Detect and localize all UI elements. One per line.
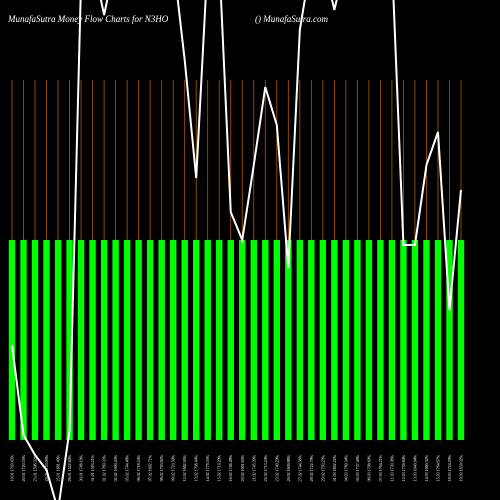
x-tick-label: 21.02 1745.39% <box>251 454 256 481</box>
bar <box>66 240 73 440</box>
bar <box>193 240 200 440</box>
x-tick-label: 14.02 1779.33% <box>205 454 210 481</box>
bar <box>308 240 315 440</box>
bar <box>54 240 62 440</box>
x-tick-label: 29.02 1793.23% <box>320 454 325 481</box>
x-tick-label: 07.02 1692.71% <box>148 454 153 481</box>
bar <box>20 240 27 440</box>
bar <box>8 240 16 440</box>
bar <box>354 240 361 440</box>
x-tick-label: 28.02 1722.79% <box>309 454 314 481</box>
x-tick-label: 16.02 1746.48% <box>228 454 233 481</box>
x-tick-label: 08.02 1793.82% <box>159 454 164 481</box>
x-tick-label: 01.03 1802.22% <box>332 454 337 481</box>
x-tick-label: 20.01 1720.35% <box>21 454 26 481</box>
chart-subtitle: () MunafaSutra.com <box>255 14 328 24</box>
bar <box>43 240 50 440</box>
bar <box>112 240 119 440</box>
x-tick-label: 24.01 1753.00% <box>44 454 49 481</box>
bar <box>377 240 384 440</box>
bar <box>262 240 269 440</box>
bar <box>388 240 396 440</box>
x-tick-label: 09.02 1720.59% <box>171 454 176 481</box>
x-tick-label: 23.01 1596.32% <box>33 454 38 481</box>
bar <box>296 240 304 440</box>
x-tick-label: 14.03 1680.32% <box>424 454 429 481</box>
x-tick-label: 25.01 1681.40% <box>56 454 61 481</box>
chart-title: MunafaSutra Money Flow Charts for N3HO <box>7 14 169 24</box>
bar <box>423 240 430 440</box>
bar <box>216 240 223 440</box>
x-tick-label: 18.03 1724.29% <box>447 454 452 481</box>
line <box>11 0 462 500</box>
bar <box>273 240 280 440</box>
bar <box>169 240 177 440</box>
x-tick-label: 07.03 1764.21% <box>378 454 383 481</box>
bar <box>89 240 96 440</box>
plot: 19.01 1793.45% 20.01 1720.35% 23.01 1596.3… <box>8 0 465 500</box>
x-tick-label: 04.03 1780.34% <box>343 454 348 481</box>
bar <box>181 240 188 440</box>
bar <box>158 240 165 440</box>
bar <box>319 240 327 440</box>
x-tick-label: 19.03 1659.02% <box>459 454 464 481</box>
x-tick-label: 11.03 1730.36% <box>389 454 394 481</box>
x-tick-label: 23.02 1740.29% <box>274 454 279 481</box>
x-tick-label: 06.02 1718.24% <box>136 454 141 481</box>
x-tick-label: 12.03 1739.84% <box>401 454 406 481</box>
bar <box>31 240 39 440</box>
x-tick-label: 15.03 1764.67% <box>435 454 440 481</box>
x-tick-label: 02.02 1690.45% <box>113 454 118 481</box>
x-tick-label: 20.02 1681.65% <box>240 454 245 481</box>
bar <box>400 240 407 440</box>
x-tick-label: 12.02 1682.95% <box>182 454 187 481</box>
bar <box>411 240 419 440</box>
bar <box>434 240 442 440</box>
x-tick-label: 27.02 1744.56% <box>297 454 302 481</box>
x-tick-label: 06.03 1798.60% <box>366 454 371 481</box>
bar <box>331 240 338 440</box>
x-tick-label: 19.01 1793.45% <box>10 454 15 481</box>
bar <box>146 240 154 440</box>
x-tick-label: 05.03 1737.49% <box>355 454 360 481</box>
bar <box>135 240 142 440</box>
x-tick-label: 13.03 1640.94% <box>412 454 417 481</box>
bar <box>446 240 453 440</box>
x-tick-label: 26.01 1522.84% <box>67 454 72 481</box>
x-tick-label: 30.01 1748.19% <box>79 454 84 481</box>
bar <box>227 240 234 440</box>
bar <box>100 240 108 440</box>
x-tick-label: 31.01 1593.21% <box>90 454 95 481</box>
bar <box>77 240 85 440</box>
bar <box>457 240 465 440</box>
x-tick-label: 26.02 1609.88% <box>286 454 291 481</box>
x-tick-label: 01.02 1769.33% <box>102 454 107 481</box>
bar <box>204 240 211 440</box>
bar <box>342 240 350 440</box>
x-tick-label: 15.02 1719.20% <box>217 454 222 481</box>
bar <box>365 240 373 440</box>
bar <box>123 240 131 440</box>
x-tick-label: 22.02 1713.24% <box>263 454 268 481</box>
bar <box>239 240 246 440</box>
bar <box>250 240 257 440</box>
bar <box>285 240 292 440</box>
x-tick-label: 13.02 1708.44% <box>194 454 199 481</box>
x-tick-label: 05.02 1744.48% <box>125 454 130 481</box>
